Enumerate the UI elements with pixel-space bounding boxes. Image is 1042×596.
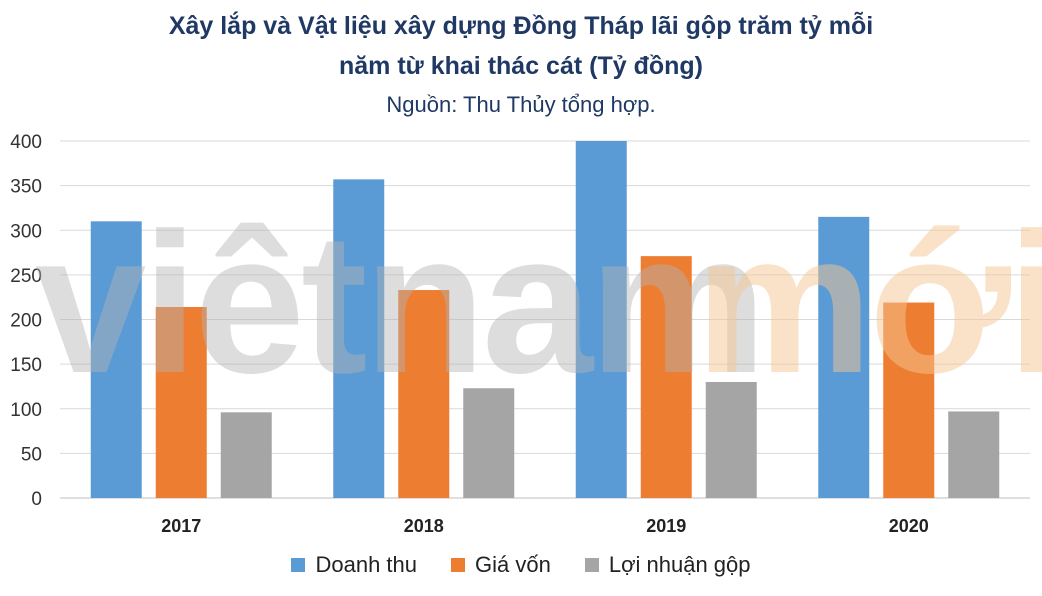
chart-title-line-2: năm từ khai thác cát (Tỷ đồng) bbox=[339, 52, 703, 80]
bar-lợi-nhuận-gộp-2018 bbox=[463, 388, 515, 498]
chart-subtitle: Nguồn: Thu Thủy tổng hợp. bbox=[386, 92, 656, 117]
bar-giá-vốn-2018 bbox=[398, 290, 450, 498]
x-tick-label: 2020 bbox=[889, 516, 929, 536]
legend-swatch bbox=[584, 558, 599, 572]
svg-text:mới: mới bbox=[695, 192, 1042, 415]
bar-lợi-nhuận-gộp-2020 bbox=[948, 411, 1000, 498]
chart-title-line-1: Xây lắp và Vật liệu xây dựng Đồng Tháp l… bbox=[168, 12, 874, 40]
legend-label: Giá vốn bbox=[475, 552, 551, 577]
legend-label: Lợi nhuận gộp bbox=[608, 552, 751, 577]
y-tick-label: 0 bbox=[31, 489, 42, 510]
legend-label: Doanh thu bbox=[315, 552, 418, 577]
y-tick-label: 300 bbox=[10, 221, 42, 242]
legend-swatch bbox=[451, 558, 466, 572]
watermark-logo: viêtnam mới bbox=[35, 192, 1042, 415]
y-tick-label: 100 bbox=[10, 400, 42, 421]
y-tick-label: 250 bbox=[10, 266, 42, 287]
legend-item: Lợi nhuận gộp bbox=[584, 552, 751, 578]
svg-text:viêtnam: viêtnam bbox=[35, 192, 763, 415]
x-axis-labels: 2017 2018 2019 2020 bbox=[161, 516, 929, 536]
bar-doanh-thu-2017 bbox=[90, 221, 142, 498]
bar-giá-vốn-2020 bbox=[883, 302, 935, 498]
bar-doanh-thu-2019 bbox=[575, 141, 627, 498]
x-tick-label: 2019 bbox=[646, 516, 686, 536]
bar-lợi-nhuận-gộp-2017 bbox=[220, 412, 272, 498]
legend-swatch bbox=[291, 558, 306, 572]
legend-item: Giá vốn bbox=[451, 552, 551, 578]
bar-giá-vốn-2017 bbox=[155, 307, 207, 498]
bar-doanh-thu-2018 bbox=[333, 179, 385, 498]
y-tick-label: 150 bbox=[10, 355, 42, 376]
y-axis-ticks: 0 50 100 150 200 250 300 350 400 bbox=[10, 132, 42, 510]
y-tick-label: 350 bbox=[10, 177, 42, 198]
bars bbox=[90, 141, 1000, 499]
y-tick-label: 200 bbox=[10, 311, 42, 332]
bar-doanh-thu-2020 bbox=[818, 216, 870, 499]
y-tick-label: 400 bbox=[10, 132, 42, 153]
y-tick-label: 50 bbox=[21, 444, 42, 465]
legend: Doanh thu Giá vốn Lợi nhuận gộp bbox=[0, 552, 1042, 578]
x-tick-label: 2018 bbox=[404, 516, 444, 536]
legend-item: Doanh thu bbox=[291, 552, 417, 578]
x-tick-label: 2017 bbox=[161, 516, 201, 536]
bar-lợi-nhuận-gộp-2019 bbox=[705, 381, 757, 498]
bar-giá-vốn-2019 bbox=[640, 256, 692, 498]
